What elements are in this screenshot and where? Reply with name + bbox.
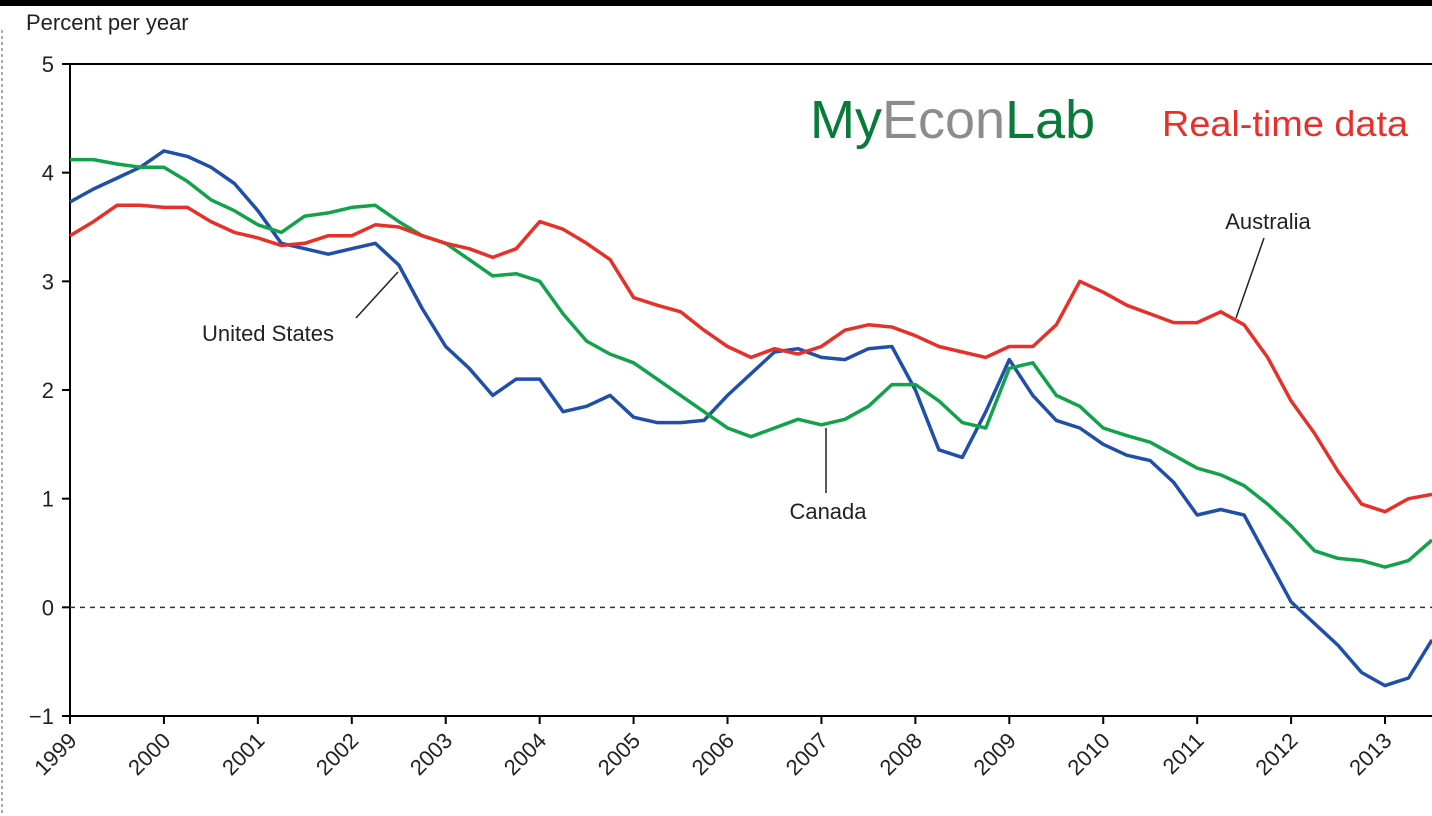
annotation: United States	[202, 321, 334, 346]
x-tick-label: 2005	[593, 728, 645, 780]
x-tick-label: 2000	[123, 728, 175, 780]
y-tick-label: −1	[29, 704, 54, 729]
x-tick-label: 2004	[499, 728, 551, 780]
x-tick-label: 2001	[217, 728, 269, 780]
series-line	[69, 149, 1432, 688]
logo-part: Lab	[1005, 90, 1095, 150]
annotation: Canada	[789, 499, 867, 524]
y-tick-label: 3	[42, 269, 54, 294]
x-tick-label: 2003	[405, 728, 457, 780]
badge: Real-time data	[1162, 103, 1409, 144]
leader-line	[355, 271, 399, 319]
y-axis-label: Percent per year	[26, 10, 189, 35]
logo-part: My	[810, 90, 882, 150]
series-line	[70, 157, 1432, 569]
x-tick-label: 2010	[1062, 728, 1114, 780]
y-tick-label: 5	[42, 52, 54, 77]
x-tick-label: 2007	[781, 728, 833, 780]
y-tick-label: 4	[42, 161, 54, 186]
x-tick-label: 2009	[969, 728, 1021, 780]
x-tick-label: 2008	[875, 728, 927, 780]
y-tick-label: 2	[42, 378, 54, 403]
y-tick-label: 0	[42, 595, 54, 620]
x-tick-label: 1999	[29, 728, 81, 780]
annotation: Australia	[1225, 209, 1311, 234]
x-tick-label: 2002	[311, 728, 363, 780]
logo: MyEconLab	[810, 90, 1095, 150]
x-tick-label: 2012	[1250, 728, 1302, 780]
logo-part: Econ	[882, 90, 1005, 150]
y-tick-label: 1	[42, 487, 54, 512]
x-tick-label: 2011	[1158, 728, 1209, 779]
series-line	[69, 203, 1432, 514]
top-bar	[0, 0, 1432, 6]
x-tick-label: 2013	[1344, 728, 1396, 780]
x-tick-label: 2006	[687, 728, 739, 780]
leader-line	[1235, 237, 1265, 319]
